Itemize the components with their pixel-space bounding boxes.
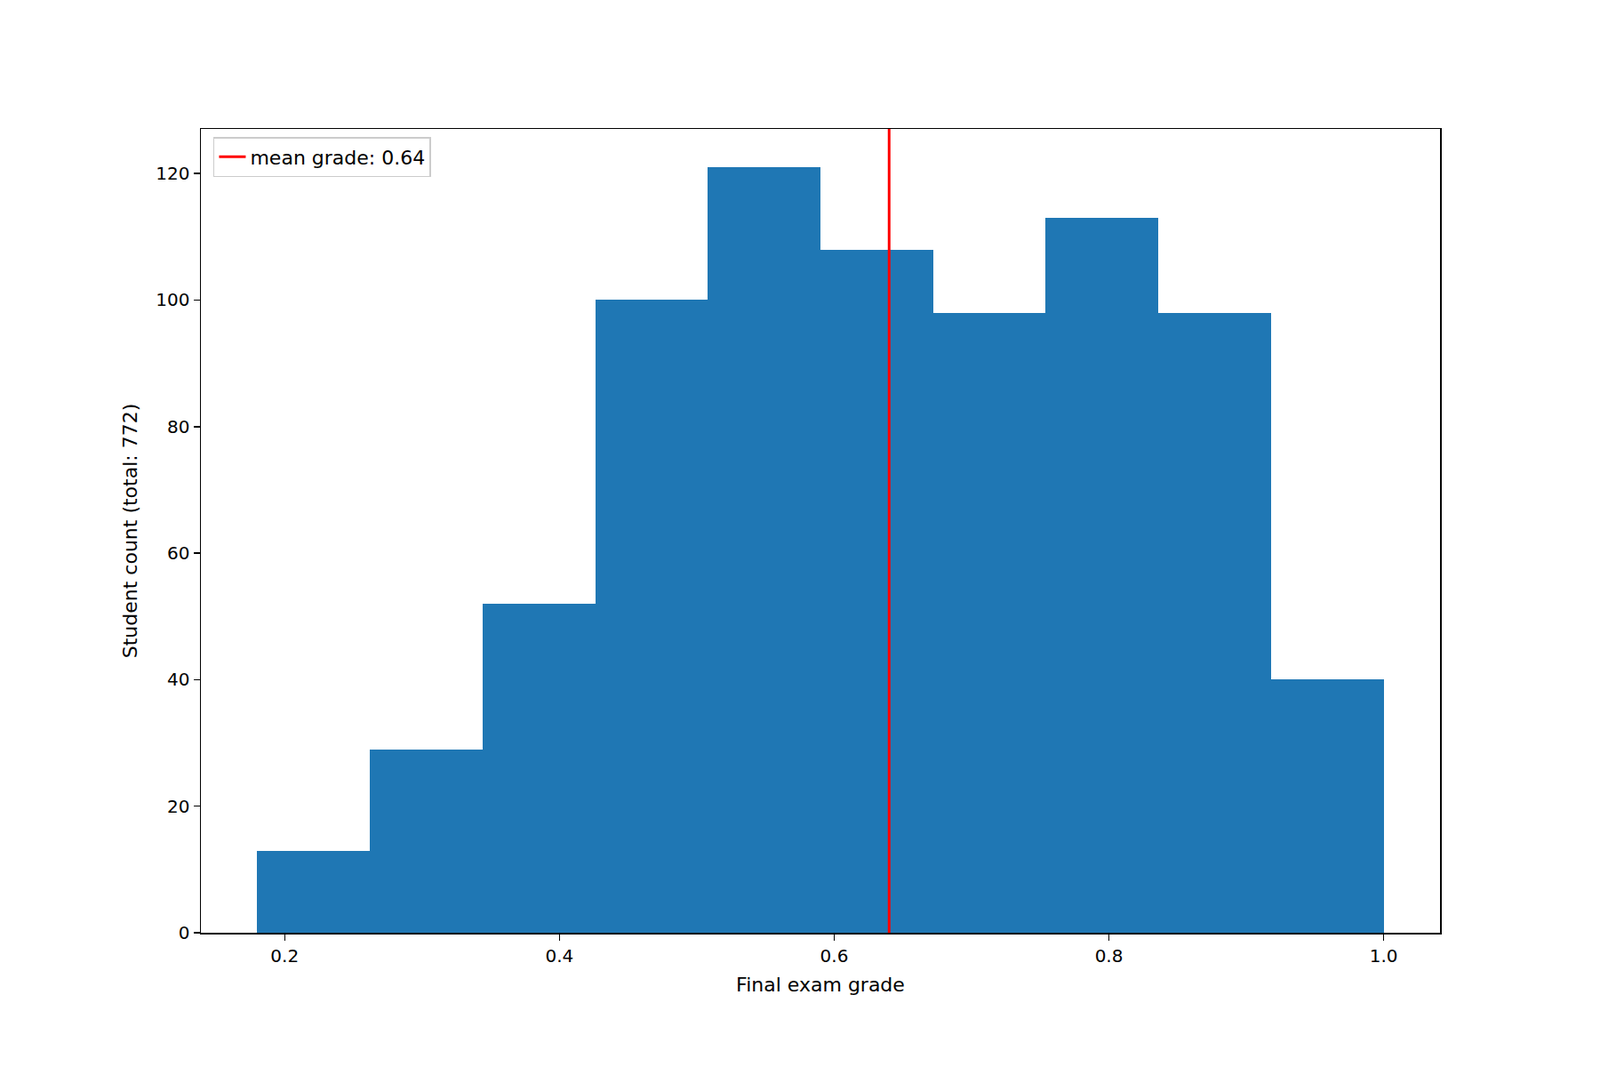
svg-text:0.6: 0.6 <box>820 944 849 967</box>
svg-text:100: 100 <box>155 288 190 311</box>
svg-text:1.0: 1.0 <box>1369 944 1399 967</box>
svg-text:60: 60 <box>167 542 190 564</box>
svg-text:40: 40 <box>167 668 190 690</box>
svg-text:mean grade: 0.64: mean grade: 0.64 <box>249 146 425 169</box>
svg-text:0: 0 <box>178 921 191 944</box>
svg-text:Final exam grade: Final exam grade <box>736 973 905 996</box>
svg-text:Student count (total: 772): Student count (total: 772) <box>119 403 142 659</box>
svg-text:0.8: 0.8 <box>1095 944 1124 967</box>
svg-text:0.4: 0.4 <box>544 944 574 967</box>
svg-text:120: 120 <box>155 162 190 184</box>
svg-text:80: 80 <box>167 416 190 438</box>
svg-text:0.2: 0.2 <box>270 944 299 967</box>
svg-text:20: 20 <box>167 795 190 817</box>
